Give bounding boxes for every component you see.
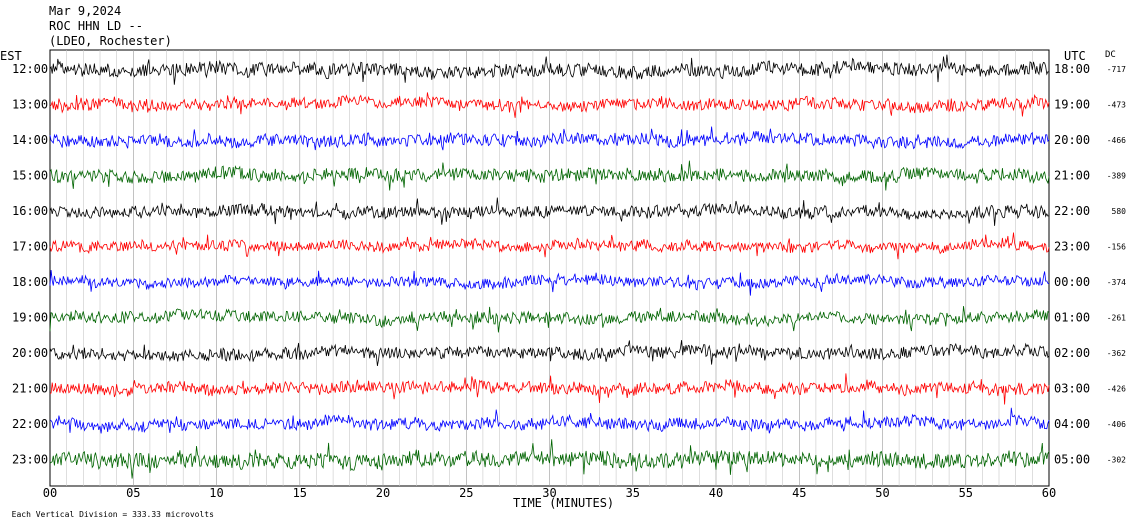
trace-line: [49, 197, 1050, 226]
scale-note: Each Vertical Division = 333.33 microvol…: [2, 500, 214, 520]
est-hour-label: 17:00: [12, 240, 48, 254]
utc-hour-label: 03:00: [1054, 382, 1090, 396]
dc-offset-label: -374: [1107, 278, 1126, 287]
trace-line: [49, 126, 1050, 151]
dc-offset-label: -156: [1107, 243, 1126, 252]
est-hour-label: 13:00: [12, 98, 48, 112]
x-tick-label: 20: [376, 486, 390, 500]
x-tick-label: 00: [43, 486, 57, 500]
dc-offset-label: -426: [1107, 385, 1126, 394]
utc-hour-label: 02:00: [1054, 346, 1090, 360]
utc-hour-label: 21:00: [1054, 169, 1090, 183]
dc-offset-label: -261: [1107, 314, 1126, 323]
trace-line: [49, 269, 1050, 296]
trace-line: [49, 232, 1050, 260]
est-hour-label: 21:00: [12, 382, 48, 396]
x-tick-label: 10: [209, 486, 223, 500]
x-tick-label: 15: [293, 486, 307, 500]
dc-offset-label: -406: [1107, 420, 1126, 429]
x-tick-label: 50: [875, 486, 889, 500]
scale-note-value: 333.33 microvolts: [132, 510, 214, 519]
est-hour-label: 16:00: [12, 204, 48, 218]
utc-hour-label: 04:00: [1054, 417, 1090, 431]
x-tick-label: 30: [542, 486, 556, 500]
minute-gridlines: [66, 50, 1033, 486]
est-hour-label: 23:00: [12, 453, 48, 467]
left-axis-title: EST: [0, 49, 22, 63]
x-tick-label: 55: [959, 486, 973, 500]
utc-hour-label: 00:00: [1054, 275, 1090, 289]
utc-hour-label: 19:00: [1054, 98, 1090, 112]
trace-line: [49, 439, 1050, 479]
trace-line: [49, 407, 1050, 434]
x-tick-label: 35: [626, 486, 640, 500]
trace-line: [49, 340, 1050, 366]
scale-note-prefix: Each Vertical Division =: [11, 510, 133, 519]
est-hour-label: 22:00: [12, 417, 48, 431]
est-hour-label: 15:00: [12, 169, 48, 183]
dc-offset-label: -473: [1107, 101, 1126, 110]
trace-line: [49, 373, 1050, 405]
dc-offset-label: -362: [1107, 349, 1126, 358]
est-hour-label: 20:00: [12, 346, 48, 360]
x-tick-label: 05: [126, 486, 140, 500]
est-hour-label: 18:00: [12, 275, 48, 289]
dc-offset-label: -302: [1107, 456, 1126, 465]
x-tick-label: 60: [1042, 486, 1056, 500]
trace-line: [49, 160, 1050, 191]
est-hour-label: 19:00: [12, 311, 48, 325]
utc-hour-label: 18:00: [1054, 62, 1090, 76]
utc-hour-label: 01:00: [1054, 311, 1090, 325]
dc-offset-label: -717: [1107, 65, 1126, 74]
x-axis-label: TIME (MINUTES): [513, 496, 614, 510]
dc-offset-label: -389: [1107, 172, 1126, 181]
x-tick-label: 40: [709, 486, 723, 500]
network-name: (LDEO, Rochester): [49, 34, 172, 48]
utc-hour-label: 20:00: [1054, 133, 1090, 147]
dc-title: DC: [1105, 50, 1116, 60]
trace-line: [49, 54, 1050, 85]
utc-hour-label: 22:00: [1054, 204, 1090, 218]
right-axis-title: UTC: [1064, 49, 1086, 63]
x-tick-label: 45: [792, 486, 806, 500]
utc-hour-label: 23:00: [1054, 240, 1090, 254]
utc-hour-label: 05:00: [1054, 453, 1090, 467]
chart-date: Mar 9,2024: [49, 4, 122, 18]
trace-line: [49, 306, 1050, 333]
axis-labels: EST UTC DC TIME (MINUTES) 12:00 18:00 -717…: [0, 49, 1126, 510]
est-hour-label: 12:00: [12, 62, 48, 76]
est-hour-label: 14:00: [12, 133, 48, 147]
station-code: ROC HHN LD --: [49, 19, 143, 33]
dc-offset-label: -466: [1107, 136, 1126, 145]
trace-line: [49, 92, 1050, 118]
x-tick-label: 25: [459, 486, 473, 500]
dc-offset-label: 580: [1112, 207, 1127, 216]
trace-lines: [49, 54, 1050, 479]
